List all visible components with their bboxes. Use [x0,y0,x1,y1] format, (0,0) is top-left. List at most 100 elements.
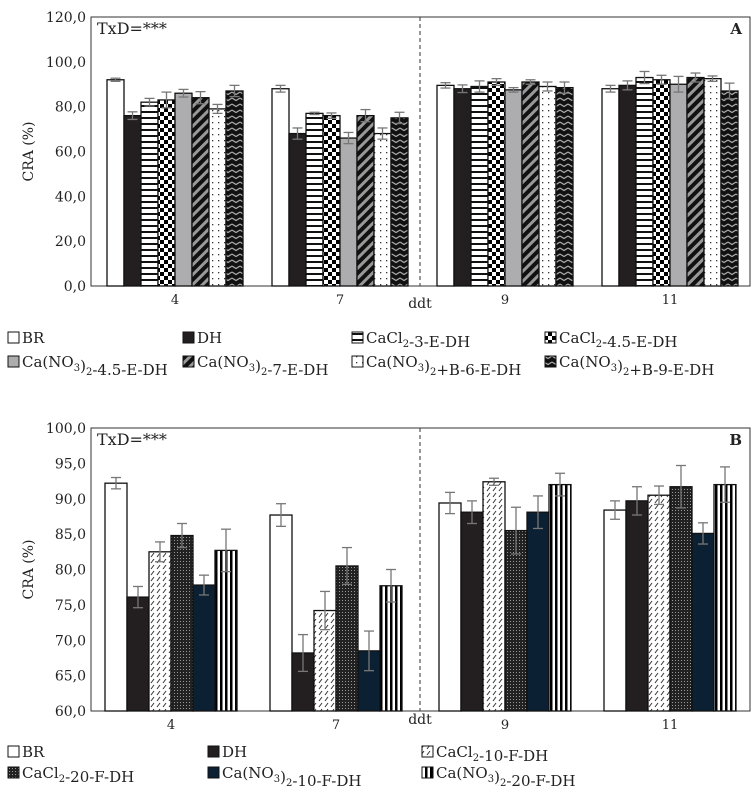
error-bar [343,131,354,145]
x-tick-label: 11 [662,293,679,308]
bar [482,481,506,712]
x-tick-label: 9 [501,718,509,733]
error-bar [656,74,667,85]
bar [192,584,216,712]
y-tick-label: 85,0 [55,527,86,543]
y-tick-label: 120,0 [46,10,86,26]
bar [521,81,540,287]
bar [635,76,654,287]
legend-label: BR [22,329,45,347]
legend-item: DH [207,743,247,761]
x-tick-label: 11 [662,718,679,733]
error-bar [474,80,485,93]
legend-label: BR [22,743,45,761]
y-tick-label: 60,0 [55,704,86,720]
legend-label: CaCl2-3-E-DH [366,329,470,351]
bar [148,551,172,712]
legend-label: CaCl2-4.5-E-DH [559,329,677,351]
bar [157,99,176,287]
legend-label: CaCl2-10-F-DH [436,743,548,765]
legend-swatch [421,766,434,779]
error-bar [491,77,502,87]
error-bar [622,80,633,91]
panel-label: B [729,431,742,449]
bar [269,514,293,712]
y-tick-label: 40,0 [55,189,86,205]
legend-label: Ca(NO3)2+B-6-E-DH [366,353,521,379]
bar [487,81,506,287]
legend-swatch [351,331,364,344]
y-axis-label: CRA (%) [21,121,37,181]
legend-label: Ca(NO3)2-10-F-DH [222,764,361,790]
error-bar [178,88,189,98]
x-tick-label: 9 [501,293,509,308]
legend-item: Ca(NO3)2-20-F-DH [421,764,575,790]
legend-label: CaCl2-20-F-DH [22,764,134,786]
error-bar [155,541,165,563]
x-tick-label: 4 [171,293,179,308]
error-bar [605,84,616,93]
error-bar [320,590,330,631]
bar [504,89,523,287]
bar [438,502,462,712]
annotation-text: TxD=*** [97,19,167,38]
error-bar [559,81,570,94]
bar [647,494,671,712]
error-bar [654,485,664,506]
bar [305,112,324,287]
y-tick-label: 80,0 [55,563,86,579]
legend-item: BR [7,743,45,761]
bar [373,132,392,287]
bar [126,596,150,712]
bar [208,108,227,287]
legend-label: Ca(NO3)2+B-9-E-DH [559,353,714,379]
bar [106,79,125,287]
error-bar [445,491,455,515]
error-bar [276,503,286,527]
x-axis-label: ddt [408,296,432,312]
bar [288,132,307,287]
bar [713,483,737,712]
bar [652,79,671,287]
y-tick-label: 75,0 [55,598,86,614]
error-bar [161,91,172,109]
error-bar [275,84,286,93]
legend-swatch [544,331,557,344]
error-bar [720,466,730,503]
error-bar [457,84,468,94]
legend-swatch [351,355,364,368]
error-bar [394,111,405,125]
error-bar [698,522,708,545]
y-axis-label: CRA (%) [21,539,37,599]
y-tick-label: 65,0 [55,669,86,685]
bar [170,534,194,712]
legend-swatch [207,745,220,758]
bar [460,511,484,712]
error-bar [690,72,701,83]
legend-swatch [207,766,220,779]
legend-item: Ca(NO3)2+B-9-E-DH [544,353,714,379]
error-bar [212,103,223,115]
error-bar [127,111,138,121]
error-bar [555,472,565,497]
error-bar [707,75,718,82]
bar [174,92,193,287]
bar [339,137,358,287]
legend-label: Ca(NO3)2-4.5-E-DH [22,353,168,379]
bar [603,509,627,712]
error-bar [639,70,650,85]
error-bar [221,528,231,573]
bar [356,114,375,287]
error-bar [467,500,477,525]
error-bar [533,495,543,530]
y-tick-label: 70,0 [55,633,86,649]
bar [104,482,128,712]
error-bar [440,82,451,89]
error-bar [364,630,374,672]
legend-label: DH [222,743,247,761]
error-bar [111,476,121,490]
bar [470,85,489,287]
error-bar [229,84,240,98]
error-bar [489,477,499,486]
